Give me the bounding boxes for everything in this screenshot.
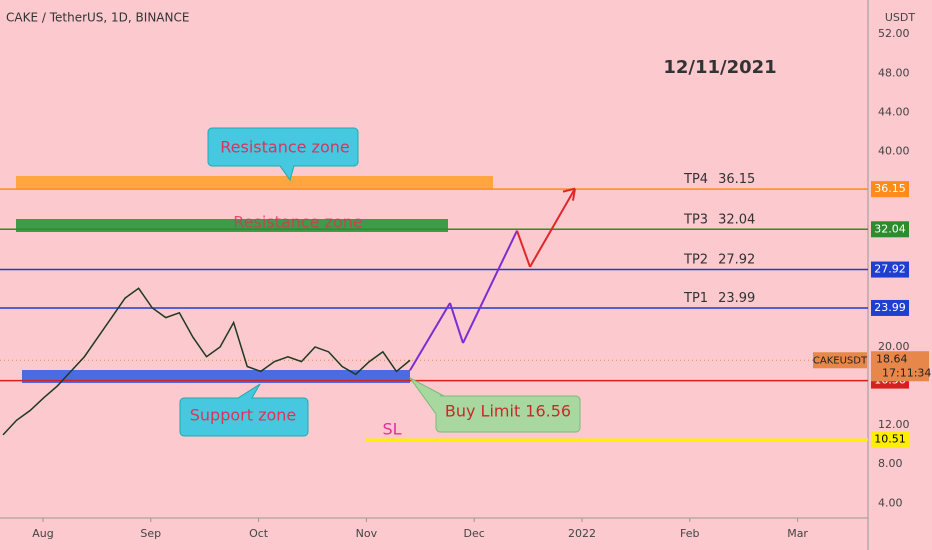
- level-value: 36.15: [718, 172, 755, 187]
- x-tick-label: Nov: [356, 527, 378, 540]
- price-tag-label: 23.99: [874, 301, 906, 314]
- currency: USDT: [885, 11, 916, 24]
- price-tag-label: 18.64: [876, 352, 908, 365]
- level-value: 27.92: [718, 252, 755, 267]
- annotation: Resistance zone: [233, 213, 362, 232]
- price-tag-label: 27.92: [874, 263, 906, 276]
- price-tag: [871, 261, 909, 278]
- annotation: Support zone: [190, 406, 297, 425]
- x-tick-label: Feb: [680, 527, 699, 540]
- level-name: TP2: [683, 252, 708, 267]
- y-tick-label: 12.00: [878, 418, 910, 431]
- symbol-tag-label: CAKEUSDT: [813, 355, 868, 366]
- price-tag: [871, 431, 909, 448]
- y-tick-label: 4.00: [878, 496, 903, 509]
- x-tick-label: Mar: [787, 527, 808, 540]
- x-tick-label: Dec: [464, 527, 485, 540]
- annotation: Buy Limit 16.56: [445, 402, 571, 421]
- projection-segment: [462, 230, 518, 344]
- x-tick-label: 2022: [568, 527, 596, 540]
- y-tick-label: 48.00: [878, 66, 910, 79]
- level-value: 23.99: [718, 290, 755, 305]
- x-tick-label: Aug: [32, 527, 53, 540]
- y-tick-label: 40.00: [878, 144, 910, 157]
- price-tag-label: 32.04: [874, 222, 906, 235]
- projection-segment: [516, 230, 531, 268]
- level-value: 32.04: [718, 212, 755, 227]
- callout: [207, 127, 359, 182]
- level-name: TP1: [683, 290, 708, 305]
- projection-segment: [529, 188, 576, 268]
- resistance-zone: [16, 219, 448, 232]
- x-tick-label: Sep: [140, 527, 161, 540]
- callout: [409, 377, 581, 433]
- arrow-head: [562, 187, 576, 201]
- level-name: TP4: [683, 172, 708, 187]
- level-name: TP3: [683, 212, 708, 227]
- y-tick-label: 44.00: [878, 105, 910, 118]
- level-label: TP4 36.15: [683, 172, 755, 187]
- level-label: TP3 32.04: [683, 212, 755, 227]
- symbol-tag: [813, 352, 867, 369]
- price-tag: [871, 181, 909, 198]
- callout: [179, 383, 309, 437]
- resistance-zone: [16, 176, 493, 189]
- price-tag: [871, 299, 909, 316]
- y-tick-label: 8.00: [878, 457, 903, 470]
- projection-segment: [409, 302, 451, 371]
- price-tag: [871, 221, 909, 238]
- y-tick-label: 52.00: [878, 27, 910, 40]
- price-tag-label: 36.15: [874, 182, 906, 195]
- x-tick-label: Oct: [249, 527, 269, 540]
- annotation: Resistance zone: [220, 138, 349, 157]
- support-zone: [22, 370, 410, 383]
- countdown: 17:11:34: [882, 366, 931, 379]
- y-tick-label: 20.00: [878, 340, 910, 353]
- level-label: TP2 27.92: [683, 252, 755, 267]
- price-tag: [871, 351, 929, 382]
- annotation: SL: [382, 420, 401, 439]
- price-tag-label: 10.51: [874, 433, 906, 446]
- level-label: TP1 23.99: [683, 290, 755, 305]
- date-note: 12/11/2021: [663, 57, 776, 78]
- price-line: [2, 287, 411, 436]
- projection-segment: [449, 302, 464, 344]
- symbol-title: CAKE / TetherUS, 1D, BINANCE: [6, 11, 189, 25]
